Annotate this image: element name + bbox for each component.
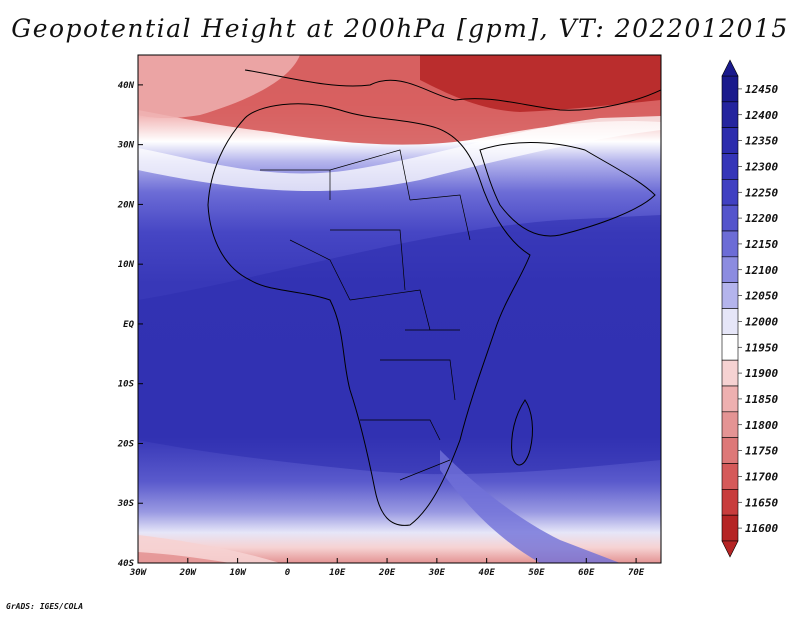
colorbar-swatch (721, 334, 739, 361)
colorbar-label: 12300 (745, 160, 778, 173)
map-title: Geopotential Height at 200hPa [gpm], VT:… (11, 14, 789, 43)
map-figure: 30W 20W 10W 0 10E 20E 30E 40E 50E 60E 70E 40N 30N 20N… (117, 54, 778, 578)
lon-tick-label: 40E (479, 568, 496, 578)
colorbar-label: 12450 (745, 83, 778, 96)
lon-tick-label: 50E (528, 568, 545, 578)
colorbar-label: 11900 (745, 367, 778, 380)
colorbar-label: 12350 (745, 135, 778, 148)
colorbar-swatch (721, 308, 739, 335)
tropical-deep-blue (138, 215, 661, 475)
colorbar-label: 12050 (745, 290, 778, 303)
colorbar-swatch (721, 411, 739, 438)
madagascar-coastline (511, 399, 533, 466)
colorbar-label: 11850 (745, 393, 778, 406)
colorbar-swatch (721, 514, 739, 542)
lat-tick-label: 20S (117, 439, 135, 449)
colorbar-swatch (721, 101, 739, 128)
colorbar-swatch (721, 359, 739, 387)
lat-tick-label: 40S (118, 559, 135, 569)
colorbar-label: 11750 (745, 445, 778, 458)
colorbar-swatch (721, 437, 739, 464)
colorbar-swatch (721, 463, 739, 490)
map-axes: 30W 20W 10W 0 10E 20E 30E 40E 50E 60E 70E 40N 30N 20N… (117, 81, 645, 578)
lat-tick-label: 10N (118, 260, 135, 270)
colorbar-swatch (721, 204, 739, 232)
colorbar-swatch (721, 153, 739, 180)
southeast-light-tongue (440, 450, 620, 563)
transition-band (138, 116, 661, 191)
lon-tick-label: 60E (578, 568, 595, 578)
lat-tick-label: 30N (117, 141, 135, 151)
coastlines (207, 69, 661, 526)
lon-tick-label: 0 (285, 568, 291, 578)
lon-tick-label: 70E (628, 568, 645, 578)
lon-tick-label: 10W (229, 568, 247, 578)
country-borders (260, 149, 471, 481)
northeast-dark-red (420, 55, 661, 112)
colorbar-label: 12200 (745, 212, 778, 225)
colorbar-label: 11600 (745, 522, 778, 535)
arabia-coastline (479, 142, 656, 237)
colorbar-swatch (721, 282, 739, 309)
lat-tick-label: 40N (118, 81, 135, 91)
west-pink-area (138, 55, 300, 119)
colorbar-top-arrow (721, 59, 739, 77)
colorbar-label: 12000 (745, 315, 778, 328)
colorbar-label: 12100 (745, 264, 778, 277)
colorbar-swatch (721, 127, 739, 154)
lon-tick-label: 20W (179, 568, 198, 578)
lat-tick-label: 20N (117, 200, 135, 210)
lat-tick-label: 10S (118, 380, 135, 390)
colorbar-swatch (721, 489, 739, 516)
colorbar-swatch (721, 256, 739, 283)
colorbar-label: 12400 (745, 109, 778, 122)
colorbar-bottom-arrow (721, 540, 739, 558)
lon-tick-label: 20E (378, 568, 396, 578)
map-panel (138, 55, 661, 563)
colorbar-label: 12150 (745, 238, 778, 251)
europe-coastline (244, 69, 661, 111)
colorbar-swatch (721, 385, 739, 413)
lon-tick-label: 30W (129, 568, 148, 578)
south-red-band (138, 552, 230, 563)
lon-tick-label: 30E (428, 568, 446, 578)
colorbar: 12450 12400 12350 12300 12250 12200 12150 12100… (721, 59, 778, 558)
lon-tick-label: 10E (329, 568, 346, 578)
colorbar-label: 11950 (745, 341, 778, 354)
footer-credit: GrADS: IGES/COLA (6, 602, 84, 611)
colorbar-swatch (721, 230, 739, 258)
colorbar-label: 11800 (745, 419, 778, 432)
africa-coastline (207, 103, 531, 526)
colorbar-swatch (721, 75, 739, 103)
colorbar-label: 11650 (745, 496, 778, 509)
lat-tick-label: EQ (123, 320, 134, 330)
colorbar-label: 11700 (745, 470, 778, 483)
lat-tick-label: 30S (117, 499, 135, 509)
colorbar-label: 12250 (745, 186, 778, 199)
colorbar-swatch (721, 179, 739, 206)
map-border (137, 54, 662, 564)
